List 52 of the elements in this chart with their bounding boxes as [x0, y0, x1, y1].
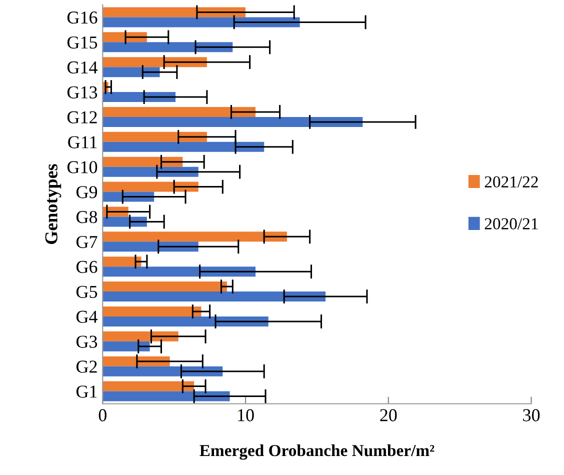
bar — [102, 92, 176, 102]
bar — [102, 42, 233, 52]
bar — [102, 391, 230, 402]
bar — [102, 67, 160, 78]
y-tick-label: G1 — [76, 386, 97, 398]
bar — [102, 316, 268, 326]
y-tick-label: G4 — [76, 310, 98, 323]
y-tick-label: G7 — [76, 236, 98, 248]
x-tick-label: 20 — [380, 409, 397, 422]
bar — [102, 142, 264, 152]
bar — [102, 306, 202, 316]
bar — [102, 232, 287, 242]
y-tick-label: G8 — [76, 210, 98, 224]
bar — [102, 166, 198, 177]
y-tick-label: G5 — [76, 286, 98, 298]
bar — [102, 7, 246, 18]
bar — [102, 341, 150, 352]
y-tick-label: G9 — [76, 186, 98, 198]
bar — [102, 331, 178, 342]
y-tick-label: G6 — [76, 260, 98, 274]
x-tick-label: 10 — [238, 409, 254, 422]
bar — [102, 282, 227, 292]
bar — [102, 156, 183, 167]
bar — [102, 57, 207, 68]
y-axis-title: Genotypes — [45, 164, 62, 244]
bar — [102, 381, 194, 392]
bar — [102, 242, 198, 252]
x-axis-title: Emerged Orobanche Number/m² — [200, 444, 434, 460]
y-tick-label: G15 — [67, 36, 98, 49]
y-tick-label: G13 — [67, 86, 98, 98]
y-tick-label: G12 — [67, 111, 97, 124]
bar — [102, 17, 300, 28]
y-tick-label: G2 — [76, 360, 97, 373]
y-tick-label: G10 — [67, 161, 98, 174]
x-tick-label: 30 — [523, 409, 540, 422]
bar — [102, 266, 256, 277]
bar — [102, 256, 142, 267]
y-tick-label: G14 — [67, 61, 98, 74]
bar — [102, 356, 170, 366]
x-tick-label: 0 — [98, 409, 106, 422]
bar — [102, 292, 326, 302]
y-tick-label: G3 — [76, 336, 98, 348]
legend-label: 2020/21 — [484, 218, 538, 230]
bar — [102, 106, 256, 117]
bar — [102, 116, 363, 127]
y-tick-label: G11 — [68, 136, 97, 148]
bar — [102, 366, 223, 376]
legend-label: 2021/22 — [484, 176, 538, 188]
bar — [102, 216, 147, 227]
y-tick-label: G16 — [67, 12, 98, 24]
bar — [102, 182, 198, 192]
bar — [102, 132, 207, 142]
